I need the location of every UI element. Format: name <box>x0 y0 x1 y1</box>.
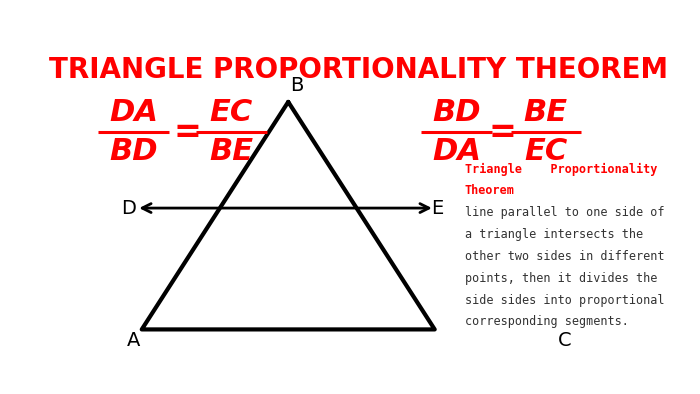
Text: states that If a: states that If a <box>697 184 700 197</box>
Text: BE: BE <box>209 138 253 166</box>
Text: line parallel to one side of: line parallel to one side of <box>465 206 664 219</box>
Text: BE: BE <box>524 98 568 127</box>
Text: B: B <box>290 76 303 95</box>
Text: E: E <box>431 199 444 217</box>
Text: BD: BD <box>432 98 481 127</box>
Text: =: = <box>489 116 517 149</box>
Text: BD: BD <box>109 138 158 166</box>
Text: a triangle intersects the: a triangle intersects the <box>465 228 643 241</box>
Text: EC: EC <box>524 138 568 166</box>
Text: points, then it divides the: points, then it divides the <box>465 272 657 285</box>
Text: EC: EC <box>209 98 253 127</box>
Text: =: = <box>174 116 202 149</box>
Text: Theorem: Theorem <box>465 184 514 197</box>
Text: corresponding segments.: corresponding segments. <box>465 316 629 329</box>
Text: D: D <box>120 199 136 217</box>
Text: DA: DA <box>109 98 158 127</box>
Text: DA: DA <box>432 138 481 166</box>
Text: side sides into proportional: side sides into proportional <box>465 294 664 307</box>
Text: TRIANGLE PROPORTIONALITY THEOREM: TRIANGLE PROPORTIONALITY THEOREM <box>49 56 668 84</box>
Text: A: A <box>127 331 140 349</box>
Text: C: C <box>558 331 572 349</box>
Text: other two sides in different: other two sides in different <box>465 250 664 263</box>
Text: Triangle    Proportionality: Triangle Proportionality <box>465 163 657 176</box>
